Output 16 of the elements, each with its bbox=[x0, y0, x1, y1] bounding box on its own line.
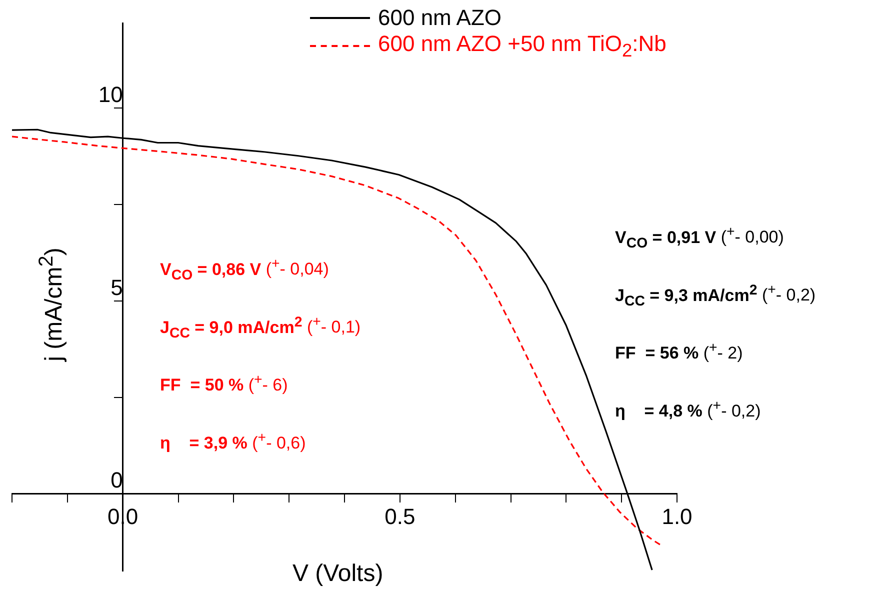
x-axis-title: V (Volts) bbox=[292, 560, 384, 588]
x-tick-label: 1.0 bbox=[662, 504, 692, 529]
annotation: η = 4,8 % ($^{+}$- 0,2) bbox=[615, 398, 761, 422]
annotation: V$_{CO}$ = 0,86 V ($^{+}$- 0,04) bbox=[160, 256, 329, 284]
x-tick-label: 0.5 bbox=[384, 504, 416, 529]
legend-label: 600 nm AZO bbox=[378, 5, 502, 31]
annotation: η = 3,9 % ($^{+}$- 0,6) bbox=[160, 430, 306, 454]
annotation: V$_{CO}$ = 0,91 V ($^{+}$- 0,00) bbox=[615, 224, 784, 252]
y-tick-label: 5 bbox=[110, 274, 123, 300]
y-tick-label: 10 bbox=[98, 82, 123, 108]
annotation: FF = 56 % ($^{+}$- 2) bbox=[615, 340, 743, 364]
annotation: FF = 50 % ($^{+}$- 6) bbox=[160, 372, 288, 396]
annotation: J$_{CC}$ = 9,0 mA/cm$^{2}$ ($^{+}$- 0,1) bbox=[160, 314, 361, 342]
annotation: J$_{CC}$ = 9,3 mA/cm$^{2}$ ($^{+}$- 0,2) bbox=[615, 282, 816, 310]
y-tick-label: 0 bbox=[110, 468, 123, 493]
legend-label: 600 nm AZO +50 nm TiO$_{2}$:Nb bbox=[378, 30, 666, 62]
